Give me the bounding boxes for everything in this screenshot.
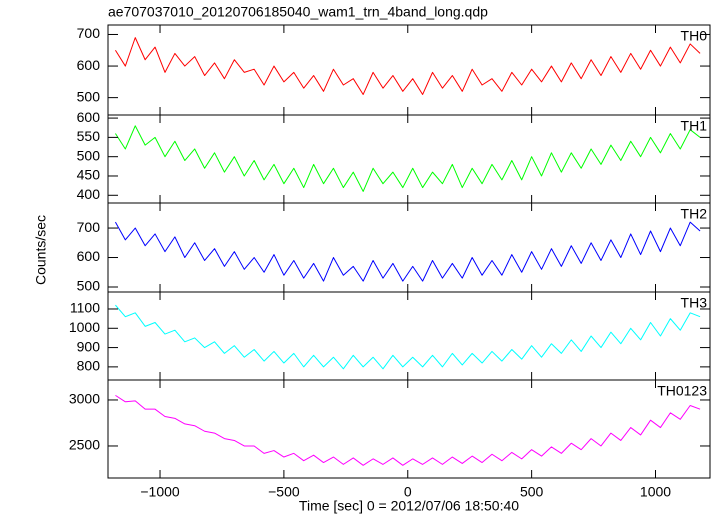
y-tick-label: 2500	[69, 437, 100, 453]
y-tick-label: 400	[77, 186, 101, 202]
panel-frame	[107, 379, 711, 479]
x-tick-label: 500	[520, 484, 544, 500]
y-tick-label: 550	[77, 128, 101, 144]
data-line	[115, 394, 701, 466]
y-tick-label: 500	[77, 278, 101, 294]
data-line	[115, 37, 701, 95]
y-tick-label: 600	[77, 248, 101, 264]
x-tick-label: −500	[268, 484, 300, 500]
y-tick-label: 450	[77, 167, 101, 183]
x-tick-label: 1000	[640, 484, 671, 500]
y-tick-label: 1000	[69, 319, 100, 335]
panel-frame	[107, 291, 711, 381]
data-line	[115, 125, 701, 192]
panel-label: TH1	[681, 118, 708, 134]
y-axis-label: Counts/sec	[33, 215, 49, 285]
data-line	[114, 221, 701, 282]
y-tick-label: 700	[77, 219, 101, 235]
panel-label: TH0	[681, 28, 708, 44]
x-tick-label: 0	[404, 484, 412, 500]
y-tick-label: 800	[77, 358, 101, 374]
y-tick-label: 600	[77, 57, 101, 73]
panel-frame	[107, 202, 711, 293]
y-tick-label: 500	[77, 147, 101, 163]
chart-title: ae707037010_20120706185040_wam1_trn_4ban…	[108, 4, 488, 20]
data-line	[115, 304, 701, 370]
panel-label: TH3	[681, 295, 708, 311]
x-tick-label: −1000	[140, 484, 180, 500]
y-tick-label: 600	[77, 109, 101, 125]
y-tick-label: 700	[77, 25, 101, 41]
x-axis-label: Time [sec] 0 = 2012/07/06 18:50:40	[299, 498, 519, 514]
panel-label: TH0123	[657, 383, 707, 399]
y-tick-label: 1100	[70, 300, 100, 316]
panel-label: TH2	[681, 206, 708, 222]
y-tick-label: 900	[77, 338, 101, 354]
y-tick-label: 3000	[69, 391, 100, 407]
y-tick-label: 500	[77, 88, 101, 104]
